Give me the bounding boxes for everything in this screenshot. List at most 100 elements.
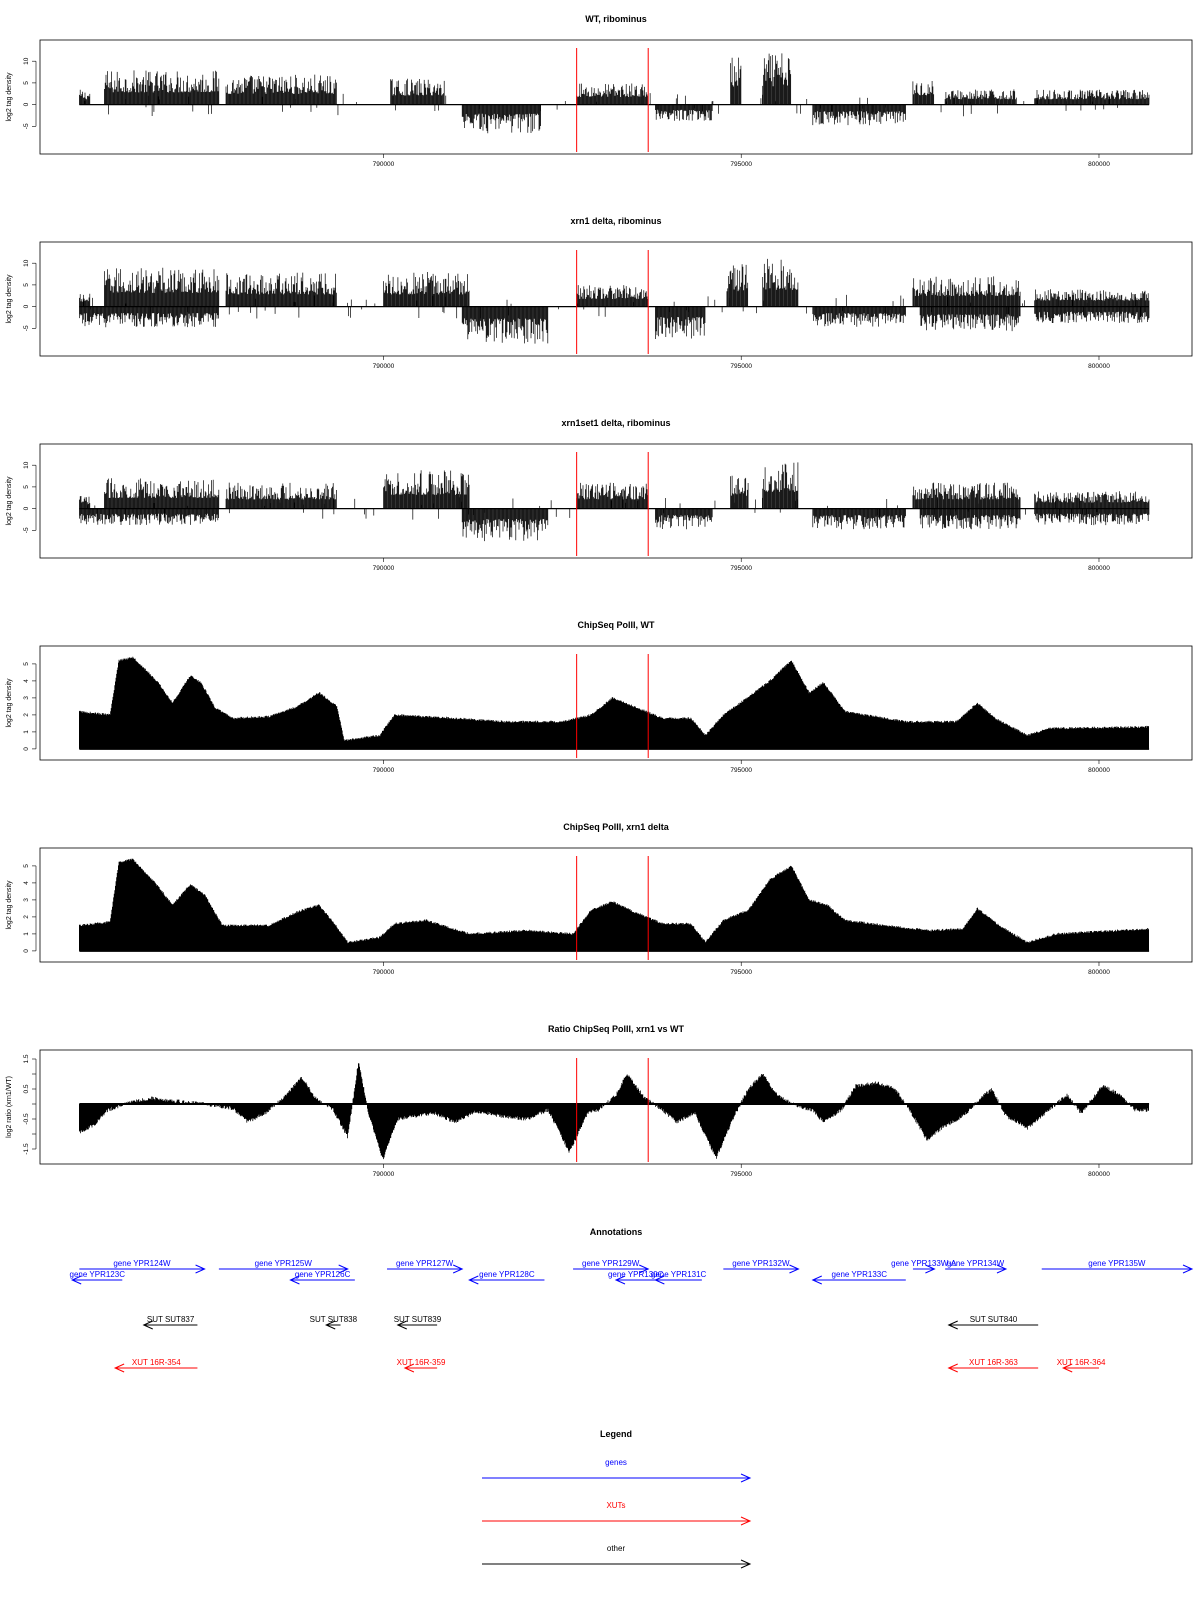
minus-strand-series <box>79 508 1150 542</box>
arrow-head <box>740 1473 752 1483</box>
annotation-label: gene YPR128C <box>479 1270 535 1279</box>
signal-segment <box>919 306 1021 332</box>
x-tick-label: 790000 <box>373 363 395 370</box>
y-tick-label: 5 <box>23 864 30 868</box>
annotation-gene: gene YPR129W <box>573 1259 650 1274</box>
annotation-label: XUT 16R-354 <box>132 1358 181 1367</box>
annotation-label: gene YPR124W <box>113 1259 171 1268</box>
arrow-head <box>947 1320 958 1330</box>
arrow-head <box>289 1275 300 1285</box>
annotation-other: SUT SUT840 <box>947 1315 1039 1330</box>
signal-segment <box>79 306 219 328</box>
y-tick-label: 5 <box>23 283 30 287</box>
track-panel-2: xrn1 delta, ribominus -5 0 5 10 log2 tag dens… <box>6 216 1193 370</box>
panel-title: xrn1 delta, ribominus <box>570 216 661 226</box>
region-markers <box>576 654 649 758</box>
arrow-head <box>113 1363 125 1373</box>
y-axis: 0 1 2 3 4 5 log2 tag density <box>6 662 37 751</box>
x-axis: 790000 795000 800000 <box>373 558 1110 572</box>
signal-segment <box>812 508 906 530</box>
signal-segment <box>225 482 337 509</box>
arrow-head <box>789 1264 800 1274</box>
annotation-gene: gene YPR132W <box>723 1259 800 1274</box>
y-tick-label: 1.5 <box>23 1054 30 1063</box>
x-tick-label: 800000 <box>1088 1171 1110 1178</box>
arrow-head <box>740 1516 752 1526</box>
x-tick-label: 790000 <box>373 767 395 774</box>
y-axis-label: log2 tag density <box>6 880 13 930</box>
signal-segment <box>104 478 220 509</box>
annotation-label: gene YPR125W <box>255 1259 313 1268</box>
y-tick-label: 1 <box>23 730 30 734</box>
isolated-spikes <box>84 93 1110 105</box>
annotation-label: gene YPR134W <box>947 1259 1005 1268</box>
x-tick-label: 790000 <box>373 969 395 976</box>
plot-frame <box>39 443 1193 559</box>
plus-strand-series <box>79 462 1150 509</box>
track-panel-5: ChipSeq PolII, xrn1 delta 0 1 2 3 4 5 log2 tag … <box>6 822 1193 976</box>
annotation-label: SUT SUT839 <box>394 1315 442 1324</box>
x-tick-label: 800000 <box>1088 363 1110 370</box>
plus-strand-series <box>79 258 1150 307</box>
signal-profile <box>79 1063 1149 1160</box>
region-markers <box>576 250 649 354</box>
arrow-head <box>638 1264 650 1274</box>
y-axis-label: log2 tag density <box>6 476 13 526</box>
signal-segment <box>919 508 1021 530</box>
x-tick-label: 800000 <box>1088 161 1110 168</box>
arrow-head <box>925 1264 936 1274</box>
signal-segment <box>1034 508 1150 526</box>
arrow-head <box>338 1264 349 1274</box>
signal-segment <box>762 462 799 509</box>
arrow-head <box>654 1275 665 1285</box>
track-panel-6: Ratio ChipSeq PolII, xrn1 vs WT -1.5 -0.5 0… <box>6 1024 1193 1178</box>
y-tick-label: 4 <box>23 881 30 885</box>
signal-segment <box>383 272 470 307</box>
annotation-other: SUT SUT838 <box>310 1315 358 1330</box>
signal-segment <box>944 89 1017 105</box>
data-series <box>79 258 1150 344</box>
y-tick-label: 3 <box>23 898 30 902</box>
annotation-gene: gene YPR126C <box>289 1270 355 1285</box>
track-panel-1: WT, ribominus -5 0 5 10 log2 tag density 79000… <box>6 14 1193 168</box>
annotation-gene: gene YPR134W <box>945 1259 1008 1274</box>
isolated-spikes <box>82 294 1136 307</box>
annotation-label: SUT SUT840 <box>970 1315 1018 1324</box>
region-markers <box>576 856 649 960</box>
plot-frame <box>39 645 1193 761</box>
legend: Legend genes XUTs other <box>482 1429 752 1569</box>
signal-segment <box>726 264 749 307</box>
legend-label: genes <box>605 1458 627 1467</box>
signal-segment <box>390 78 445 105</box>
arrow-head <box>142 1320 153 1330</box>
y-axis: 0 1 2 3 4 5 log2 tag density <box>6 864 37 953</box>
annotation-label: gene YPR132W <box>732 1259 790 1268</box>
signal-segment <box>461 104 541 134</box>
annotation-gene: gene YPR123C <box>70 1270 125 1285</box>
y-tick-label: 0.5 <box>23 1084 30 1093</box>
track-panel-3: xrn1set1 delta, ribominus -5 0 5 10 log2 tag … <box>6 418 1193 572</box>
legend-label: XUTs <box>606 1501 625 1510</box>
x-tick-label: 800000 <box>1088 565 1110 572</box>
panel-title: ChipSeq PolII, WT <box>578 620 655 630</box>
arrow-head <box>324 1320 336 1330</box>
isolated-spikes <box>87 496 1093 509</box>
y-axis-label: log2 tag density <box>6 678 13 728</box>
signal-segment <box>912 81 935 105</box>
signal-segment <box>79 496 91 509</box>
signal-segment <box>1034 491 1150 509</box>
annotation-gene: gene YPR124W <box>79 1259 206 1274</box>
isolated-spikes <box>90 306 1142 319</box>
annotation-xut: XUT 16R-364 <box>1057 1358 1106 1373</box>
legend-entries: genes XUTs other <box>482 1458 752 1569</box>
y-tick-label: -0.5 <box>23 1113 30 1125</box>
signal-segment <box>79 508 219 525</box>
y-tick-label: 3 <box>23 696 30 700</box>
y-tick-label: 0 <box>23 747 30 751</box>
y-axis: -5 0 5 10 log2 tag density <box>6 461 37 533</box>
signal-segment <box>812 306 906 327</box>
plot-frame <box>39 241 1193 357</box>
plus-strand-series <box>79 53 1150 105</box>
plot-frame <box>39 39 1193 155</box>
